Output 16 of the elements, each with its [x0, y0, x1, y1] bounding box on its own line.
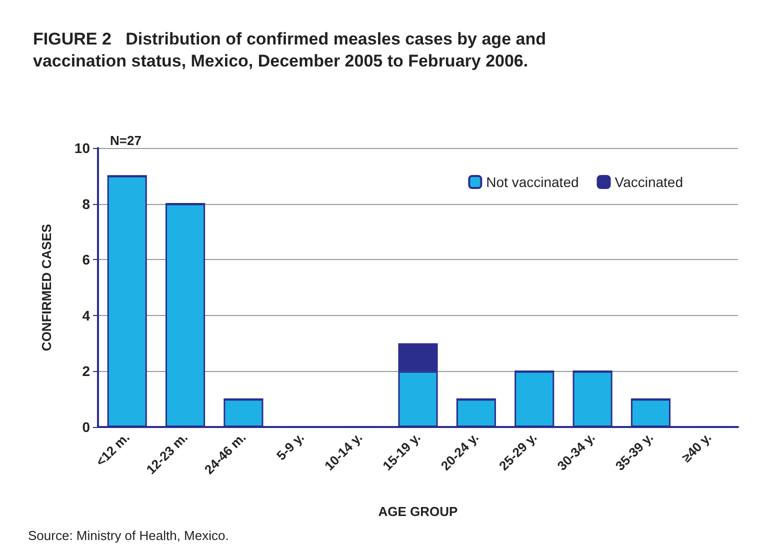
- y-tick-label: 0: [82, 419, 90, 435]
- text: N=27: [110, 133, 142, 148]
- y-tick-label: 10: [74, 140, 90, 156]
- chart-title: FIGURE 2 Distribution of confirmed measles cases by age and vaccination status, Mexico, December 2005 to February 2006.: [33, 30, 551, 70]
- x-axis-title: AGE GROUP: [378, 504, 458, 519]
- y-axis-title: CONFIRMED CASES: [39, 224, 54, 352]
- y-tick-label: 2: [82, 363, 90, 380]
- y-tick-label: 8: [82, 196, 90, 212]
- x-tick-label: <12 m.: [92, 430, 132, 470]
- y-tick-label: 6: [82, 252, 90, 268]
- x-tick-label: ≥40 y.: [678, 430, 714, 466]
- source-note: Source: Ministry of Health, Mexico.: [28, 528, 229, 543]
- y-tick-label: 4: [82, 307, 90, 324]
- x-tick-label: 5-9 y.: [274, 430, 307, 464]
- legend-label: Not vaccinated: [486, 174, 579, 190]
- legend-label: Vaccinated: [614, 174, 684, 190]
